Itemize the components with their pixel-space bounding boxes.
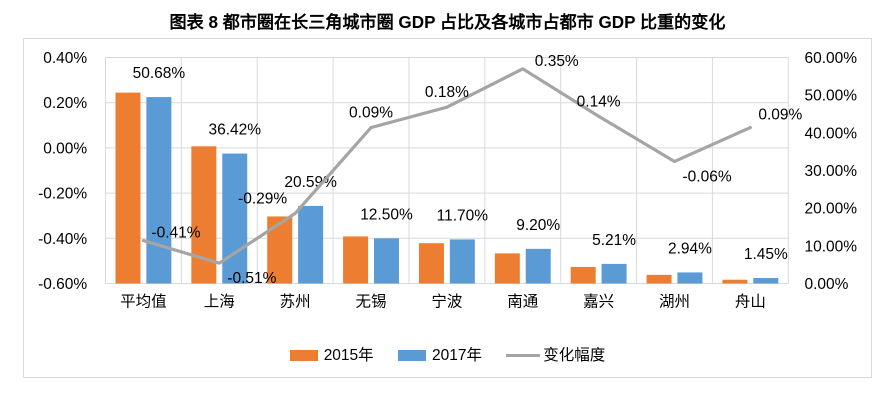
- svg-text:0.00%: 0.00%: [43, 140, 87, 157]
- svg-text:30.00%: 30.00%: [805, 163, 858, 180]
- svg-text:平均值: 平均值: [120, 292, 167, 310]
- svg-text:苏州: 苏州: [280, 292, 311, 310]
- svg-text:-0.40%: -0.40%: [38, 230, 87, 247]
- svg-text:0.09%: 0.09%: [758, 106, 802, 123]
- svg-text:舟山: 舟山: [735, 292, 766, 310]
- svg-text:-0.29%: -0.29%: [238, 190, 287, 207]
- svg-text:宁波: 宁波: [431, 292, 462, 310]
- svg-text:南通: 南通: [507, 292, 539, 310]
- svg-text:0.35%: 0.35%: [535, 52, 579, 69]
- svg-text:-0.06%: -0.06%: [683, 168, 732, 185]
- svg-text:-0.60%: -0.60%: [38, 276, 87, 293]
- svg-text:36.42%: 36.42%: [208, 121, 261, 138]
- svg-text:20.00%: 20.00%: [805, 200, 858, 217]
- svg-text:0.40%: 0.40%: [43, 50, 87, 67]
- svg-text:无锡: 无锡: [356, 292, 387, 310]
- svg-text:12.50%: 12.50%: [360, 206, 413, 223]
- svg-text:50.68%: 50.68%: [133, 65, 186, 82]
- svg-text:5.21%: 5.21%: [592, 231, 636, 248]
- svg-text:11.70%: 11.70%: [437, 207, 489, 224]
- svg-text:嘉兴: 嘉兴: [583, 292, 614, 310]
- svg-text:-0.20%: -0.20%: [38, 185, 87, 202]
- svg-text:-0.41%: -0.41%: [151, 224, 200, 241]
- svg-text:60.00%: 60.00%: [805, 50, 858, 67]
- svg-text:0.09%: 0.09%: [349, 104, 393, 121]
- svg-text:0.18%: 0.18%: [425, 84, 469, 101]
- svg-text:上海: 上海: [204, 292, 235, 310]
- svg-text:9.20%: 9.20%: [516, 216, 560, 233]
- svg-text:10.00%: 10.00%: [805, 238, 858, 255]
- svg-text:1.45%: 1.45%: [744, 246, 788, 263]
- svg-text:-0.51%: -0.51%: [227, 270, 276, 287]
- svg-text:0.20%: 0.20%: [43, 95, 87, 112]
- svg-text:50.00%: 50.00%: [805, 87, 858, 104]
- svg-text:2.94%: 2.94%: [668, 240, 712, 257]
- svg-text:40.00%: 40.00%: [805, 125, 858, 142]
- svg-text:0.14%: 0.14%: [577, 93, 621, 110]
- svg-text:0.00%: 0.00%: [805, 276, 849, 293]
- svg-text:湖州: 湖州: [659, 292, 690, 310]
